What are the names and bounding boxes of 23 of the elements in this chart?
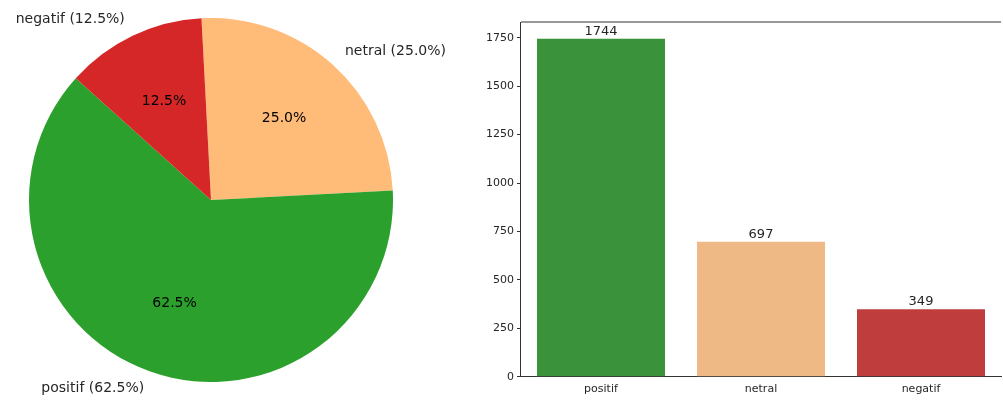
- bar: [857, 309, 985, 377]
- data-label: 697: [748, 225, 774, 241]
- slice-label: positif (62.5%): [41, 379, 145, 396]
- y-tick-label: 750: [492, 224, 514, 238]
- y-tick-label: 1250: [485, 127, 514, 141]
- y-tick-label: 500: [492, 272, 514, 286]
- x-tick-label: netral: [744, 382, 778, 396]
- bar: [536, 38, 665, 377]
- data-label: 1744: [584, 22, 618, 38]
- slice-label: negatif (12.5%): [15, 9, 125, 26]
- slice-label: netral (25.0%): [344, 41, 447, 58]
- data-label: 62.5%: [152, 293, 197, 310]
- x-tick-label: positif: [584, 382, 619, 396]
- data-label: 25.0%: [261, 109, 307, 126]
- y-tick-label: 1750: [485, 30, 514, 44]
- data-label: 12.5%: [141, 92, 187, 109]
- data-label: 349: [908, 293, 934, 309]
- y-tick-label: 250: [492, 321, 514, 335]
- x-tick-label: negatif: [901, 382, 942, 396]
- bar: [697, 241, 825, 377]
- y-tick-label: 1000: [485, 175, 514, 189]
- y-tick-label: 0: [506, 369, 514, 383]
- y-tick-label: 1500: [485, 79, 514, 92]
